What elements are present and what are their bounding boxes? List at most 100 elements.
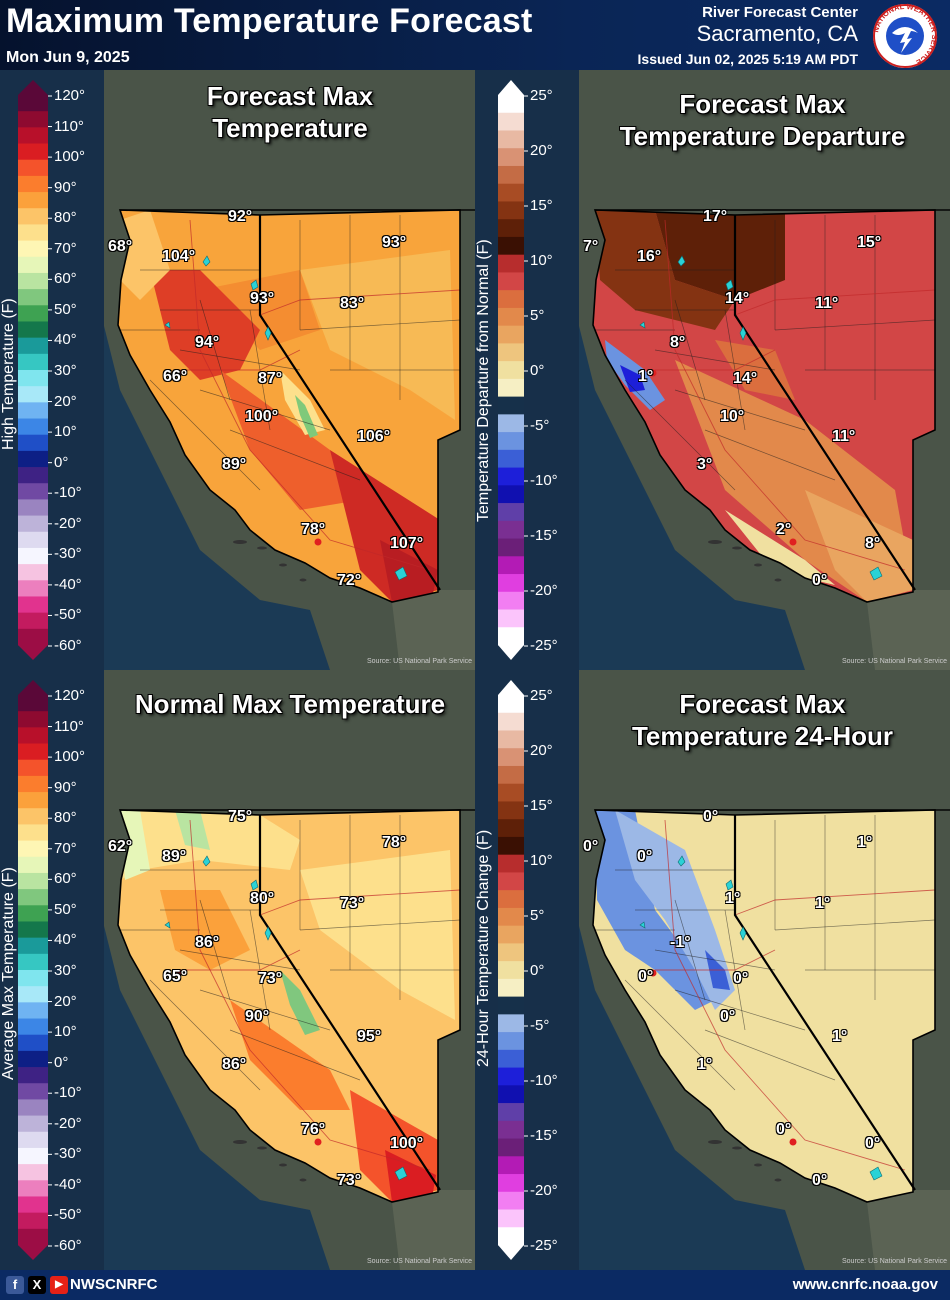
temperature-label: 100° (245, 408, 279, 425)
colorbar-tick-label: -15° (530, 527, 558, 544)
temperature-label: 0° (583, 838, 599, 855)
colorbar-tick-label: 120° (54, 687, 86, 704)
temperature-label: 14° (733, 370, 758, 387)
temperature-label: 11° (815, 295, 839, 312)
colorbar-tick-label: 30° (54, 362, 77, 379)
colorbar-tick-label: 100° (54, 748, 86, 766)
panel-title: Normal Max Temperature (110, 688, 470, 720)
colorbar-tick-label: -10° (54, 484, 82, 502)
panel-title-line: Temperature Departure (619, 121, 906, 151)
colorbar-tick-label: 90° (54, 178, 77, 196)
colorbar-tick-label: 30° (54, 962, 77, 979)
colorbar-title: Temperature Departure from Normal (F) (475, 239, 492, 522)
temperature-label: 106° (357, 428, 391, 445)
colorbar-tick-label: 15° (530, 197, 553, 214)
temperature-label: 10° (720, 408, 745, 425)
temperature-label: 1° (857, 834, 873, 851)
temperature-label: 14° (725, 290, 750, 307)
colorbar-tick-label: -30° (54, 545, 82, 563)
colorbar-tick-label: 90° (54, 778, 77, 796)
temperature-label: 89° (162, 848, 187, 865)
panel-title: Forecast Max Temperature (110, 80, 470, 144)
colorbar-tick-label: 10° (530, 252, 553, 269)
facebook-icon[interactable]: f (6, 1276, 24, 1294)
temperature-label: 0° (865, 1135, 881, 1152)
temperature-label: 95° (357, 1028, 382, 1045)
temperature-label: 73° (340, 895, 365, 912)
x-twitter-icon[interactable]: X (28, 1276, 46, 1294)
temperature-label: 65° (163, 968, 188, 985)
panel-forecast-max: Forecast Max Temperature High Temperature… (0, 70, 475, 670)
colorbar-title: High Temperature (F) (0, 298, 17, 450)
colorbar-tick-label: 120° (54, 87, 86, 104)
panel-title-line: Forecast Max (679, 689, 846, 719)
temperature-label: 1° (638, 368, 654, 385)
colorbar-tick-label: 20° (54, 392, 77, 410)
colorbar-tick-label: 110° (54, 117, 84, 135)
temperature-label: 80° (250, 890, 275, 907)
issued-time: Issued Jun 02, 2025 5:19 AM PDT (637, 51, 858, 67)
colorbar-tick-label: 70° (54, 239, 77, 257)
temperature-label: 0° (703, 808, 719, 825)
temperature-label: 78° (382, 834, 407, 851)
colorbar-tick-label: -30° (54, 1145, 82, 1163)
nws-logo[interactable]: NATIONAL WEATHER SERVICE (870, 3, 940, 69)
rfc-label: River Forecast Center (702, 4, 858, 21)
temperature-label: 90° (245, 1008, 270, 1025)
temperature-label: 86° (195, 934, 220, 951)
colorbar-tick-label: 15° (530, 797, 553, 814)
panel-24hr-change: Forecast Max Temperature 24-Hour 24-Hour … (475, 670, 950, 1270)
temperature-label: 78° (301, 521, 326, 538)
social-handle[interactable]: NWSCNRFC (70, 1276, 158, 1293)
panel-title-line: Temperature (212, 113, 368, 143)
colorbar-tick-label: 0° (530, 362, 545, 379)
colorbar-tick-label: -60° (54, 1237, 82, 1254)
temperature-label: 104° (162, 248, 196, 265)
colorbar-tick-label: 5° (530, 307, 545, 324)
colorbar-tick-label: 20° (530, 142, 553, 159)
colorbar-tick-label: 70° (54, 839, 77, 857)
temperature-label: 0° (720, 1008, 736, 1025)
panel-normal: Normal Max Temperature Average Max Tempe… (0, 670, 475, 1270)
colorbar-tick-label: -5° (530, 1017, 550, 1034)
map-source: Source: US National Park Service (842, 658, 948, 665)
colorbar-tick-label: 80° (54, 209, 77, 227)
map-24hr-change (475, 670, 950, 1270)
panel-title: Forecast Max Temperature 24-Hour (585, 688, 940, 752)
map-source: Source: US National Park Service (367, 658, 473, 665)
temperature-label: 1° (725, 890, 741, 907)
colorbar-tick-label: -25° (530, 1237, 558, 1254)
colorbar-tick-label: -15° (530, 1127, 558, 1144)
temperature-label: 0° (812, 1172, 828, 1189)
panel-title-line: Temperature 24-Hour (631, 721, 894, 751)
header-bar: Maximum Temperature Forecast Mon Jun 9, … (0, 0, 950, 70)
colorbar-tick-label: 10° (530, 852, 553, 869)
colorbar-tick-label: 50° (54, 900, 77, 918)
colorbar-tick-label: 60° (54, 870, 77, 888)
temperature-label: -1° (670, 934, 691, 951)
temperature-label: 8° (670, 334, 686, 351)
temperature-label: 15° (857, 234, 882, 251)
colorbar-tick-label: -40° (54, 575, 82, 593)
rfc-location: Sacramento, CA (696, 21, 858, 46)
temperature-label: 17° (703, 208, 728, 225)
temperature-label: 93° (250, 290, 275, 307)
website-link[interactable]: www.cnrfc.noaa.gov (792, 1276, 938, 1293)
colorbar-tick-label: 0° (54, 1053, 69, 1071)
colorbar-tick-label: -10° (530, 472, 558, 489)
temperature-label: 107° (390, 535, 424, 552)
temperature-label: 75° (228, 808, 253, 825)
temperature-label: 73° (337, 1172, 362, 1189)
temperature-label: 1° (815, 895, 831, 912)
youtube-icon[interactable]: ▶ (50, 1276, 68, 1294)
temperature-label: 3° (697, 456, 713, 473)
forecast-date: Mon Jun 9, 2025 (6, 49, 130, 66)
temperature-label: 62° (108, 838, 133, 855)
temperature-label: 92° (228, 208, 253, 225)
colorbar-tick-label: 100° (54, 148, 86, 166)
temperature-label: 100° (390, 1135, 424, 1152)
colorbar-tick-label: -50° (54, 1206, 82, 1224)
temperature-label: 73° (258, 970, 283, 987)
colorbar-tick-label: 20° (530, 742, 553, 759)
temperature-label: 0° (637, 848, 653, 865)
